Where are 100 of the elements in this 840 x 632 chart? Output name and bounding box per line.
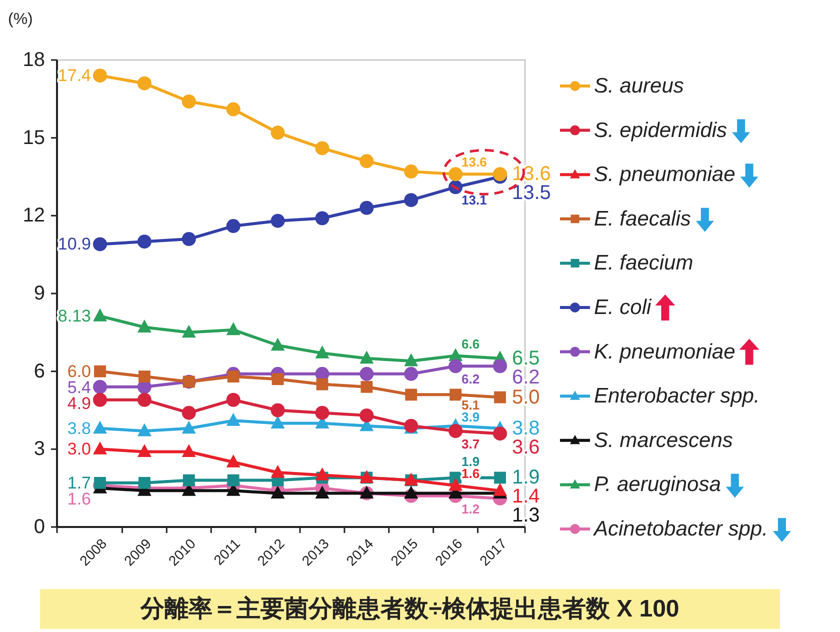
point — [494, 472, 506, 484]
point — [493, 359, 507, 374]
label: 13.6 — [462, 154, 487, 170]
point — [226, 454, 240, 468]
point — [182, 474, 195, 486]
point — [93, 392, 107, 407]
point — [360, 154, 374, 168]
legend-label: Enterobacter spp. — [594, 384, 760, 408]
point — [93, 308, 107, 322]
point — [450, 388, 462, 401]
label: 6.6 — [462, 336, 480, 352]
point — [270, 416, 285, 428]
y-tick-label: 12 — [22, 204, 45, 227]
label: 17.4 — [58, 66, 91, 86]
point — [404, 486, 418, 499]
point — [493, 426, 507, 441]
point — [226, 322, 240, 336]
label: 3.8 — [67, 418, 91, 438]
point — [137, 76, 152, 90]
point — [93, 68, 107, 83]
point — [315, 345, 330, 358]
legend-label: S. aureus — [594, 74, 684, 98]
point — [94, 365, 106, 378]
point — [182, 232, 196, 246]
point — [404, 164, 418, 179]
point — [404, 193, 418, 208]
point — [315, 406, 330, 420]
text: 分離率＝主要菌分離患者数÷検体提出患者数 X 100 — [140, 594, 680, 622]
point — [315, 141, 330, 156]
point — [405, 388, 418, 401]
point — [315, 467, 330, 480]
point — [227, 370, 240, 382]
point — [182, 94, 196, 109]
point — [270, 126, 285, 140]
y-tick-label: 6 — [34, 360, 45, 382]
legend-label: E. coli — [594, 296, 653, 319]
y-tick-label: 18 — [22, 49, 45, 71]
point — [182, 324, 196, 338]
point — [137, 392, 152, 407]
point — [94, 476, 106, 489]
point — [270, 464, 285, 478]
y-tick-label: 3 — [34, 438, 45, 460]
label: 1.9 — [462, 454, 480, 469]
point — [226, 392, 240, 407]
point — [182, 420, 196, 434]
point — [226, 412, 240, 426]
label: 3.7 — [462, 436, 480, 452]
point — [360, 200, 374, 215]
legend-label: S. pneumoniae — [594, 163, 736, 186]
point — [93, 237, 107, 252]
point — [137, 423, 152, 436]
label: 6.2 — [462, 372, 480, 387]
point — [93, 441, 107, 454]
point — [404, 366, 418, 381]
label: 5.0 — [512, 386, 540, 408]
point — [138, 370, 150, 382]
point — [404, 353, 418, 366]
point — [270, 403, 285, 418]
point — [226, 102, 240, 116]
label: 13.5 — [512, 182, 551, 204]
point — [494, 391, 506, 404]
point — [360, 380, 373, 393]
point — [315, 211, 330, 226]
point — [93, 420, 107, 434]
legend-label: E. faecalis — [594, 207, 692, 230]
legend-label: P. aeruginosa — [594, 473, 721, 496]
point — [360, 408, 374, 422]
point — [493, 482, 507, 496]
point — [493, 167, 507, 182]
legend-label: Acinetobacter spp. — [592, 518, 768, 540]
label: 3.0 — [67, 440, 91, 459]
y-tick-label: 15 — [22, 126, 45, 149]
point — [316, 378, 328, 390]
point — [137, 320, 152, 332]
point — [182, 444, 196, 458]
y-tick-label: 9 — [34, 282, 45, 304]
legend-label: S. marcescens — [594, 428, 734, 452]
y-axis-title: (%) — [8, 11, 33, 28]
point — [137, 234, 152, 249]
point — [360, 366, 374, 381]
point — [182, 406, 196, 420]
point — [270, 338, 285, 351]
label: 10.9 — [58, 234, 91, 254]
point — [93, 380, 107, 394]
point — [272, 373, 284, 386]
label: 1.2 — [462, 501, 480, 516]
point — [226, 219, 240, 234]
point — [315, 486, 330, 499]
point — [227, 474, 240, 486]
label: 13.1 — [462, 192, 487, 208]
point — [448, 359, 463, 374]
y-tick-label: 0 — [34, 516, 45, 538]
point — [448, 478, 463, 491]
legend-label: E. faecium — [594, 252, 694, 275]
point — [448, 424, 463, 438]
point — [448, 167, 463, 182]
legend-label: S. epidermidis — [594, 118, 728, 142]
legend-label: K. pneumoniae — [594, 340, 736, 364]
point — [137, 444, 152, 458]
label: 8.13 — [58, 306, 91, 326]
